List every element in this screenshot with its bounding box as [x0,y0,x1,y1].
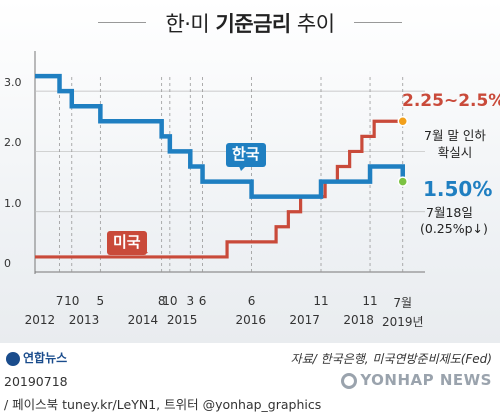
y-tick-label: 1.0 [4,196,22,210]
us-rate-note: 7월 말 인하 확실시 [424,127,486,161]
x-month-label: 7 [55,294,64,308]
korea-rate-line [35,73,405,199]
watermark-ring-icon [341,372,358,389]
y-tick-label: 3.0 [4,76,22,90]
korea-rate-value: 1.50% [423,177,493,201]
date-stamp: 20190718 [4,374,68,389]
x-month-label: 7월 [393,296,413,310]
korea-rate-change: (0.25%p↓) [420,221,488,236]
x-month-label: 6 [198,294,207,308]
x-month-label: 11 [313,294,329,308]
x-month-label: 10 [162,294,178,308]
x-year-label: 2015 [166,313,198,327]
korea-end-marker [397,176,408,187]
korea-series-badge: 한국 [226,143,266,167]
title-bold: 기준금리 [215,12,291,36]
logo-mark-icon [6,351,20,366]
watermark-text: YONHAP NEWS [360,371,492,389]
source-note: 자료/ 한국은행, 미국연방준비제도(Fed) [290,352,492,366]
korea-rate-date: 7월18일 [426,205,473,220]
logo-text: 연합뉴스 [23,351,68,365]
us-rate-value: 2.25~2.5% [402,91,500,111]
rate-chart [34,51,425,274]
x-year-label: 2019년 [381,315,424,329]
x-month-label: 10 [64,294,80,308]
y-tick-label: 2.0 [4,136,22,150]
x-year-label: 2012 [24,313,56,327]
us-note-line1: 7월 말 인하 [424,128,486,143]
chart-panel: 한·미 기준금리 추이 0 1.0 2.0 3.0 7 10 5 8 10 3 6 6 11 11 7월 2… [0,0,500,343]
x-year-label: 2017 [289,313,320,327]
credits: / 페이스북 tuney.kr/LeYN1, 트위터 @yonhap_graph… [4,397,322,412]
title-rule-right [354,22,402,23]
us-end-marker [397,116,408,127]
x-month-label: 6 [247,294,256,308]
chart-title: 한·미 기준금리 추이 [0,8,500,38]
title-rule-left [98,22,146,23]
x-month-label: 8 [157,294,166,308]
us-series-badge: 미국 [107,231,147,255]
x-month-label: 3 [186,294,195,308]
x-month-label: 5 [96,294,105,308]
title-prefix: 한·미 [165,12,216,36]
us-note-line2: 확실시 [437,145,473,160]
x-year-label: 2016 [235,313,267,327]
yonhap-logo: 연합뉴스 [6,349,67,366]
x-year-label: 2018 [343,313,374,327]
title-suffix: 추이 [290,12,335,36]
y-tick-label: 0 [4,257,11,270]
yonhap-watermark: YONHAP NEWS [341,371,492,389]
x-year-label: 2013 [68,313,100,327]
x-year-label: 2014 [127,313,159,327]
us-rate-line [35,119,403,259]
x-month-label: 11 [362,294,378,308]
